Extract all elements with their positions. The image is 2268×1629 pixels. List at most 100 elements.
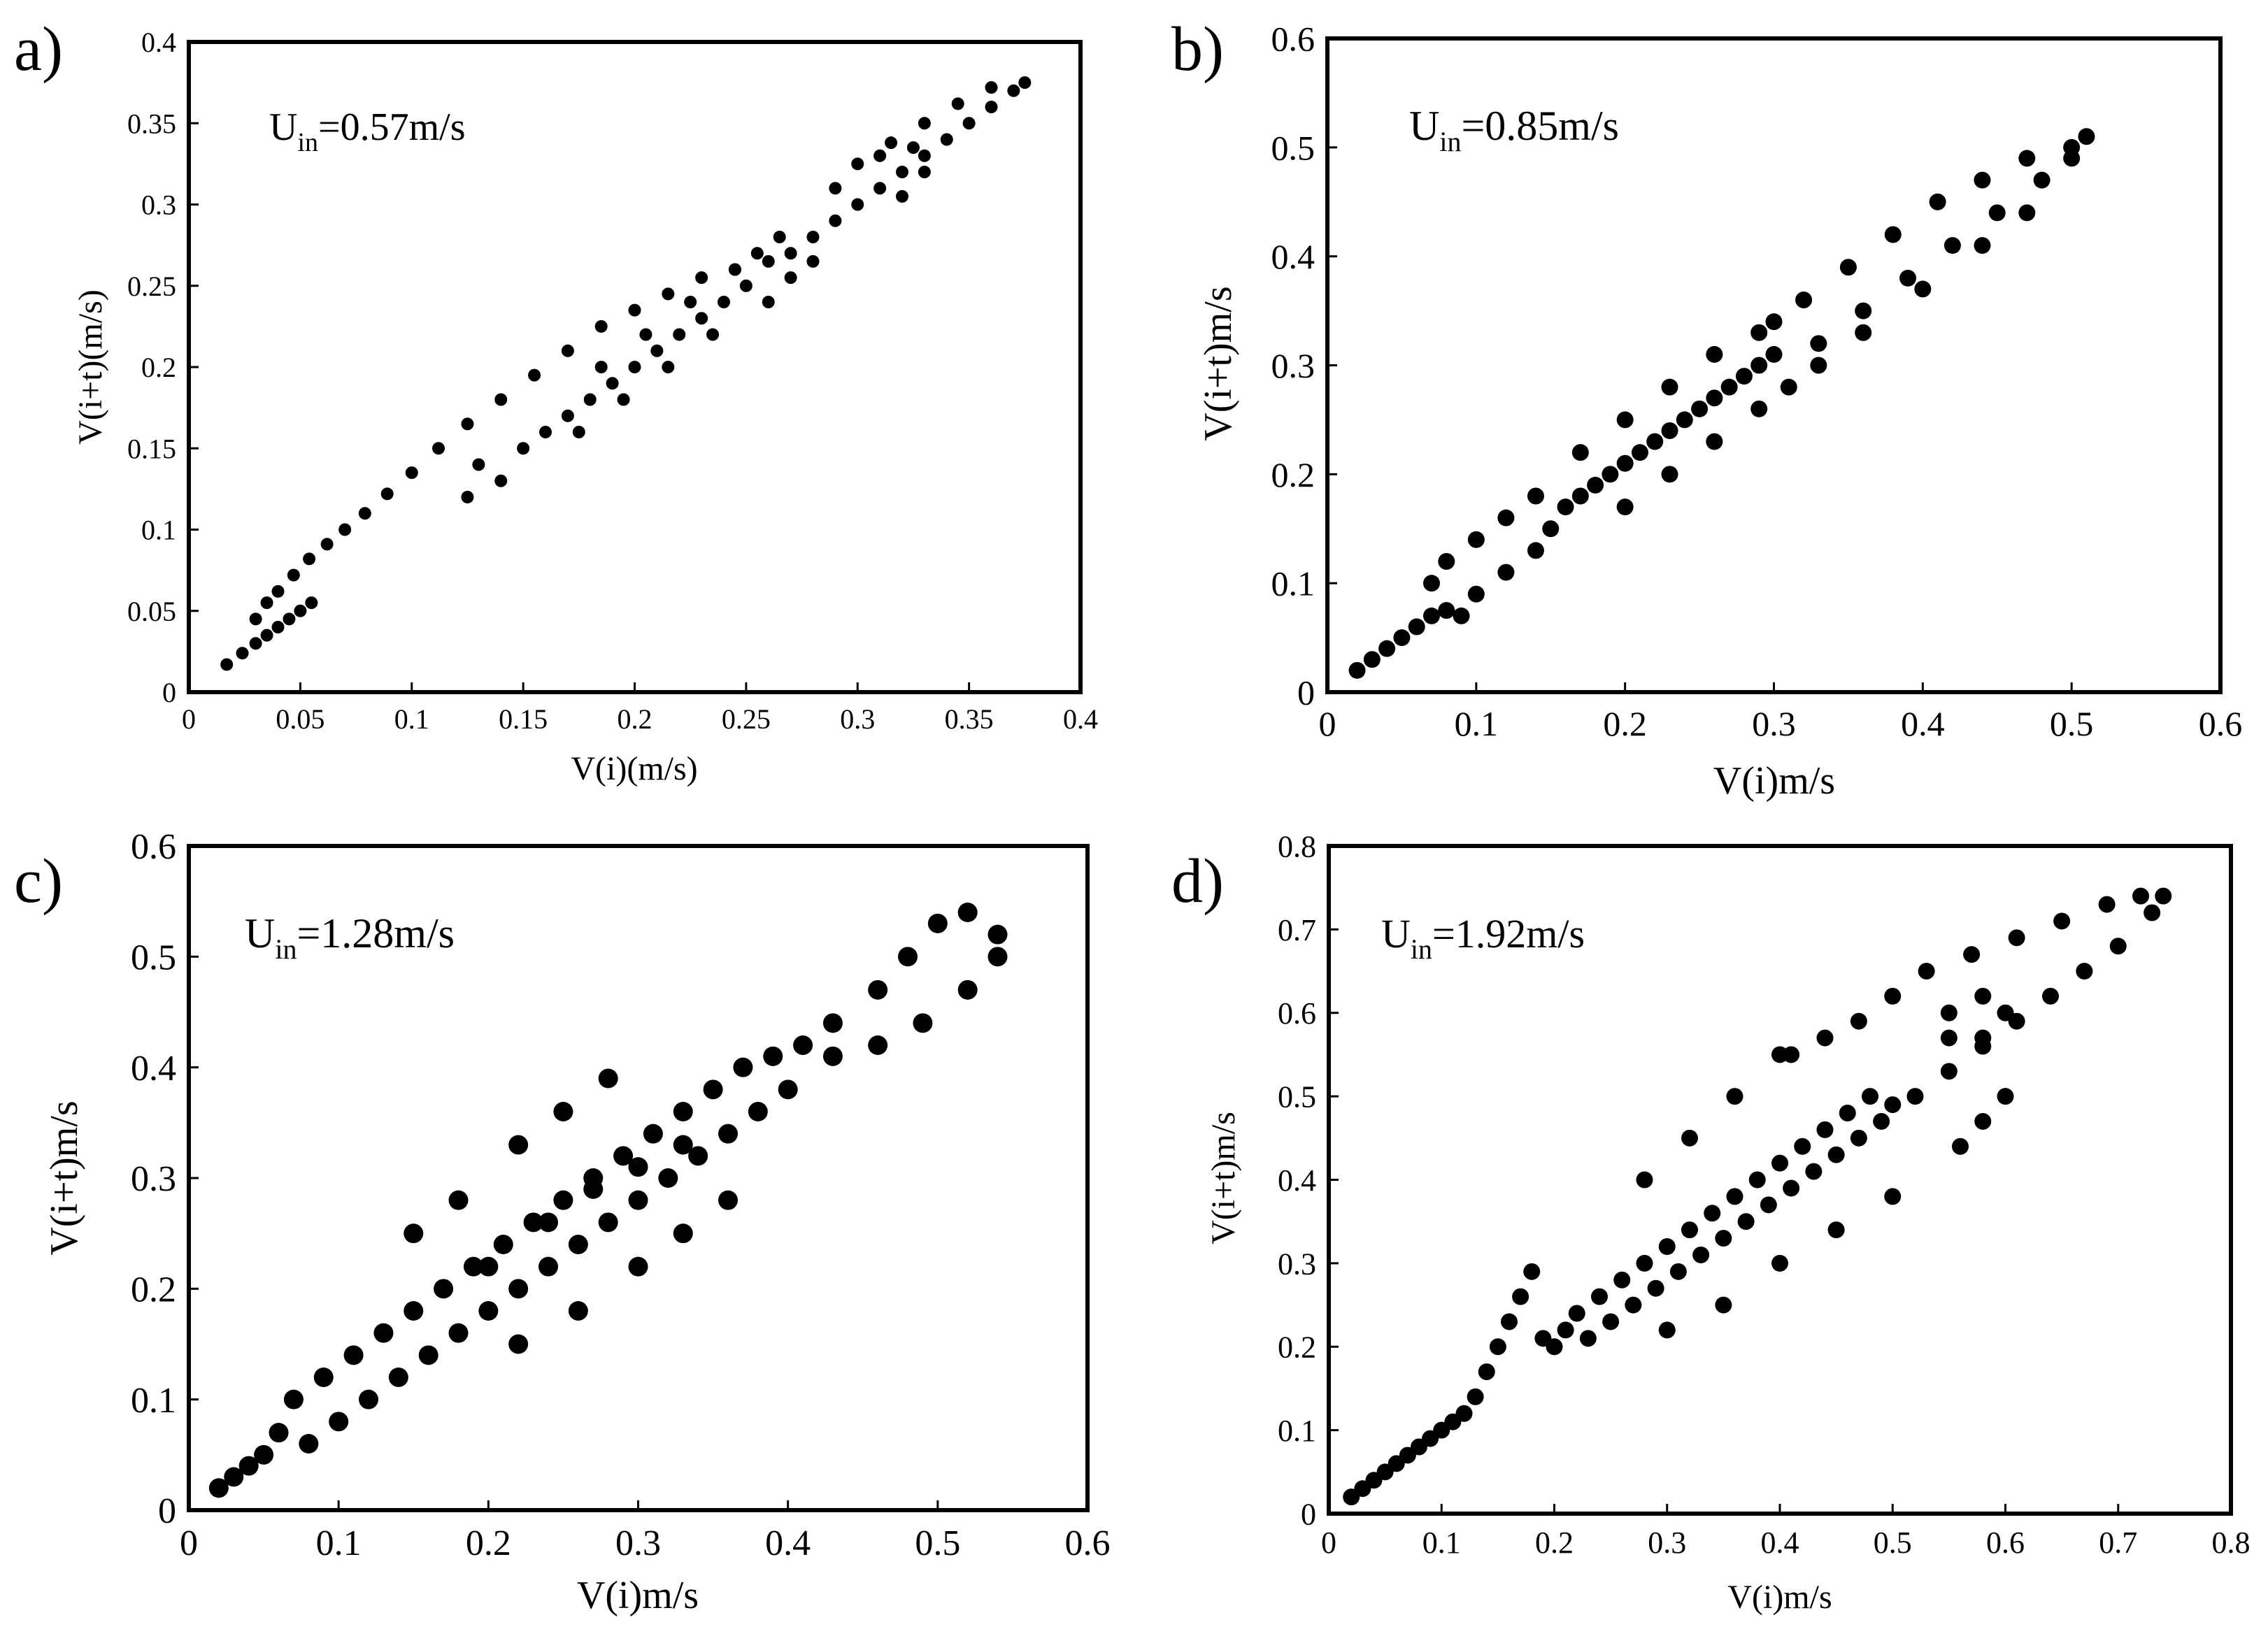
panel-a-letter: a)	[14, 15, 63, 84]
panel-d-ytick-label: 0.1	[1278, 1414, 1316, 1448]
panel-c-xtick-label: 0.5	[915, 1523, 960, 1563]
panel-d-data-point	[1884, 987, 1902, 1005]
panel-c-xlabel: V(i)m/s	[577, 1574, 699, 1617]
panel-d-data-point	[1467, 1388, 1484, 1405]
panel-c-data-point	[539, 1256, 558, 1277]
panel-b-data-point	[1899, 269, 1917, 287]
panel-a-data-point	[706, 328, 720, 341]
panel-a-data-point	[606, 377, 619, 390]
panel-a-ylabel: V(i+t)(m/s)	[72, 289, 109, 445]
panel-d-ytick-label: 0.7	[1278, 913, 1316, 947]
panel-b-xtick-label: 0.5	[2050, 704, 2094, 743]
panel-a-data-point	[405, 466, 418, 480]
panel-d-data-point	[1850, 1129, 1867, 1147]
panel-c-data-point	[478, 1301, 499, 1321]
panel-a-ytick-label: 0.25	[127, 271, 176, 302]
panel-c-data-point	[868, 979, 888, 1000]
panel-c-data-point	[987, 924, 1008, 945]
panel-a-data-point	[1007, 84, 1020, 97]
panel-a-data-point	[287, 568, 300, 582]
panel-d-data-point	[1748, 1171, 1766, 1189]
panel-c-data-point	[313, 1368, 334, 1387]
panel-d-data-point	[1636, 1171, 1653, 1189]
panel-b-data-point	[1929, 193, 1946, 210]
panel-c-xticks: 0 0.1 0.2 0.3 0.4 0.5 0.6	[180, 1500, 1111, 1563]
panel-b-data-point	[1706, 389, 1723, 407]
panel-a-data-point	[739, 279, 753, 292]
panel-b-data-point	[1378, 640, 1396, 657]
panel-a-xtick-label: 0.4	[1063, 703, 1098, 735]
panel-a-yticks: 0 0.05 0.1 0.15 0.2 0.25 0.3 0.35 0.4	[127, 27, 199, 708]
panel-c-data-point	[418, 1345, 438, 1365]
panel-d-data-point	[2144, 904, 2161, 921]
panel-d-data-point	[1647, 1279, 1664, 1297]
panel-a-data-point	[684, 296, 697, 308]
panel-d-data-point	[1974, 987, 1992, 1005]
panel-d-data-point	[1952, 1138, 1969, 1155]
panel-b-data-point	[1750, 324, 1768, 341]
panel-d-data-point	[1816, 1121, 1834, 1138]
panel-a-data-point	[650, 344, 664, 357]
panel-d-annotation: Uin=1.92m/s	[1381, 911, 1585, 965]
panel-c-data-point	[822, 1046, 843, 1066]
panel-c-data-point	[448, 1323, 469, 1343]
panel-c-ytick-label: 0.2	[131, 1270, 176, 1310]
panel-a-data-point	[594, 361, 608, 373]
panel-d-data-point	[1918, 963, 1935, 980]
panel-c-data-point	[208, 1478, 229, 1498]
panel-d-data-point	[1827, 1146, 1845, 1163]
panel-b-markers	[1348, 128, 2095, 679]
panel-d-data-point	[1737, 1213, 1755, 1230]
panel-d-xtick-label: 0.2	[1535, 1526, 1574, 1560]
panel-d-annotation-value: =1.92m/s	[1432, 911, 1585, 956]
panel-c-data-point	[553, 1102, 573, 1121]
panel-a-data-point	[260, 596, 273, 610]
panel-d-data-point	[1681, 1129, 1698, 1147]
panel-d-data-point	[1591, 1288, 1608, 1305]
panel-a-data-point	[829, 182, 842, 195]
panel-b-data-point	[1988, 204, 2006, 222]
panel-a-ytick-label: 0.3	[141, 189, 176, 221]
panel-c-data-point	[957, 979, 978, 1000]
panel-a-data-point	[617, 393, 630, 406]
panel-d-data-point	[1873, 1112, 1890, 1130]
panel-b-ytick-label: 0	[1297, 673, 1315, 712]
panel-a-data-point	[561, 409, 574, 422]
panel-d-data-point	[1940, 1029, 1957, 1047]
panel-a-data-point	[829, 214, 842, 227]
panel-a-data-point	[628, 303, 641, 317]
panel-d-data-point	[1658, 1238, 1676, 1255]
panel-b-data-point	[1661, 466, 1678, 483]
panel-d-data-point	[1794, 1138, 1811, 1155]
panel-d-xtick-label: 0.7	[2099, 1526, 2137, 1560]
panel-a-data-point	[985, 101, 998, 113]
panel-b-data-point	[1810, 335, 1827, 352]
panel-b-data-point	[1542, 520, 1560, 538]
panel-a-data-point	[461, 417, 474, 431]
panel-c-ytick-label: 0.3	[131, 1159, 176, 1199]
panel-d-xtick-label: 0.5	[1874, 1526, 1912, 1560]
panel-c-data-point	[673, 1135, 693, 1155]
panel-c-data-point	[628, 1190, 648, 1210]
panel-b-data-point	[1661, 378, 1678, 396]
panel-a-data-point	[918, 117, 931, 130]
panel-c-data-point	[718, 1124, 738, 1144]
panel-c-data-point	[643, 1124, 663, 1144]
panel-d-data-point	[1455, 1405, 1473, 1422]
panel-a-data-point	[662, 287, 675, 301]
panel-a-data-point	[249, 637, 262, 650]
panel-d-ylabel: V(i+t)m/s	[1205, 1112, 1242, 1244]
panel-a-ytick-label: 0	[162, 677, 176, 708]
panel-d-xtick-label: 0	[1321, 1526, 1336, 1560]
panel-b-data-point	[1691, 400, 1709, 417]
panel-c-data-point	[434, 1279, 454, 1299]
panel-a-data-point	[806, 254, 820, 268]
panel-a-data-point	[294, 604, 307, 617]
panel-c-data-point	[388, 1368, 408, 1387]
panel-b-data-point	[1914, 280, 1932, 298]
panel-d-data-point	[1625, 1296, 1642, 1314]
panel-c-data-point	[987, 947, 1008, 967]
panel-a-data-point	[985, 81, 998, 94]
panel-b-xtick-label: 0.1	[1455, 704, 1499, 743]
